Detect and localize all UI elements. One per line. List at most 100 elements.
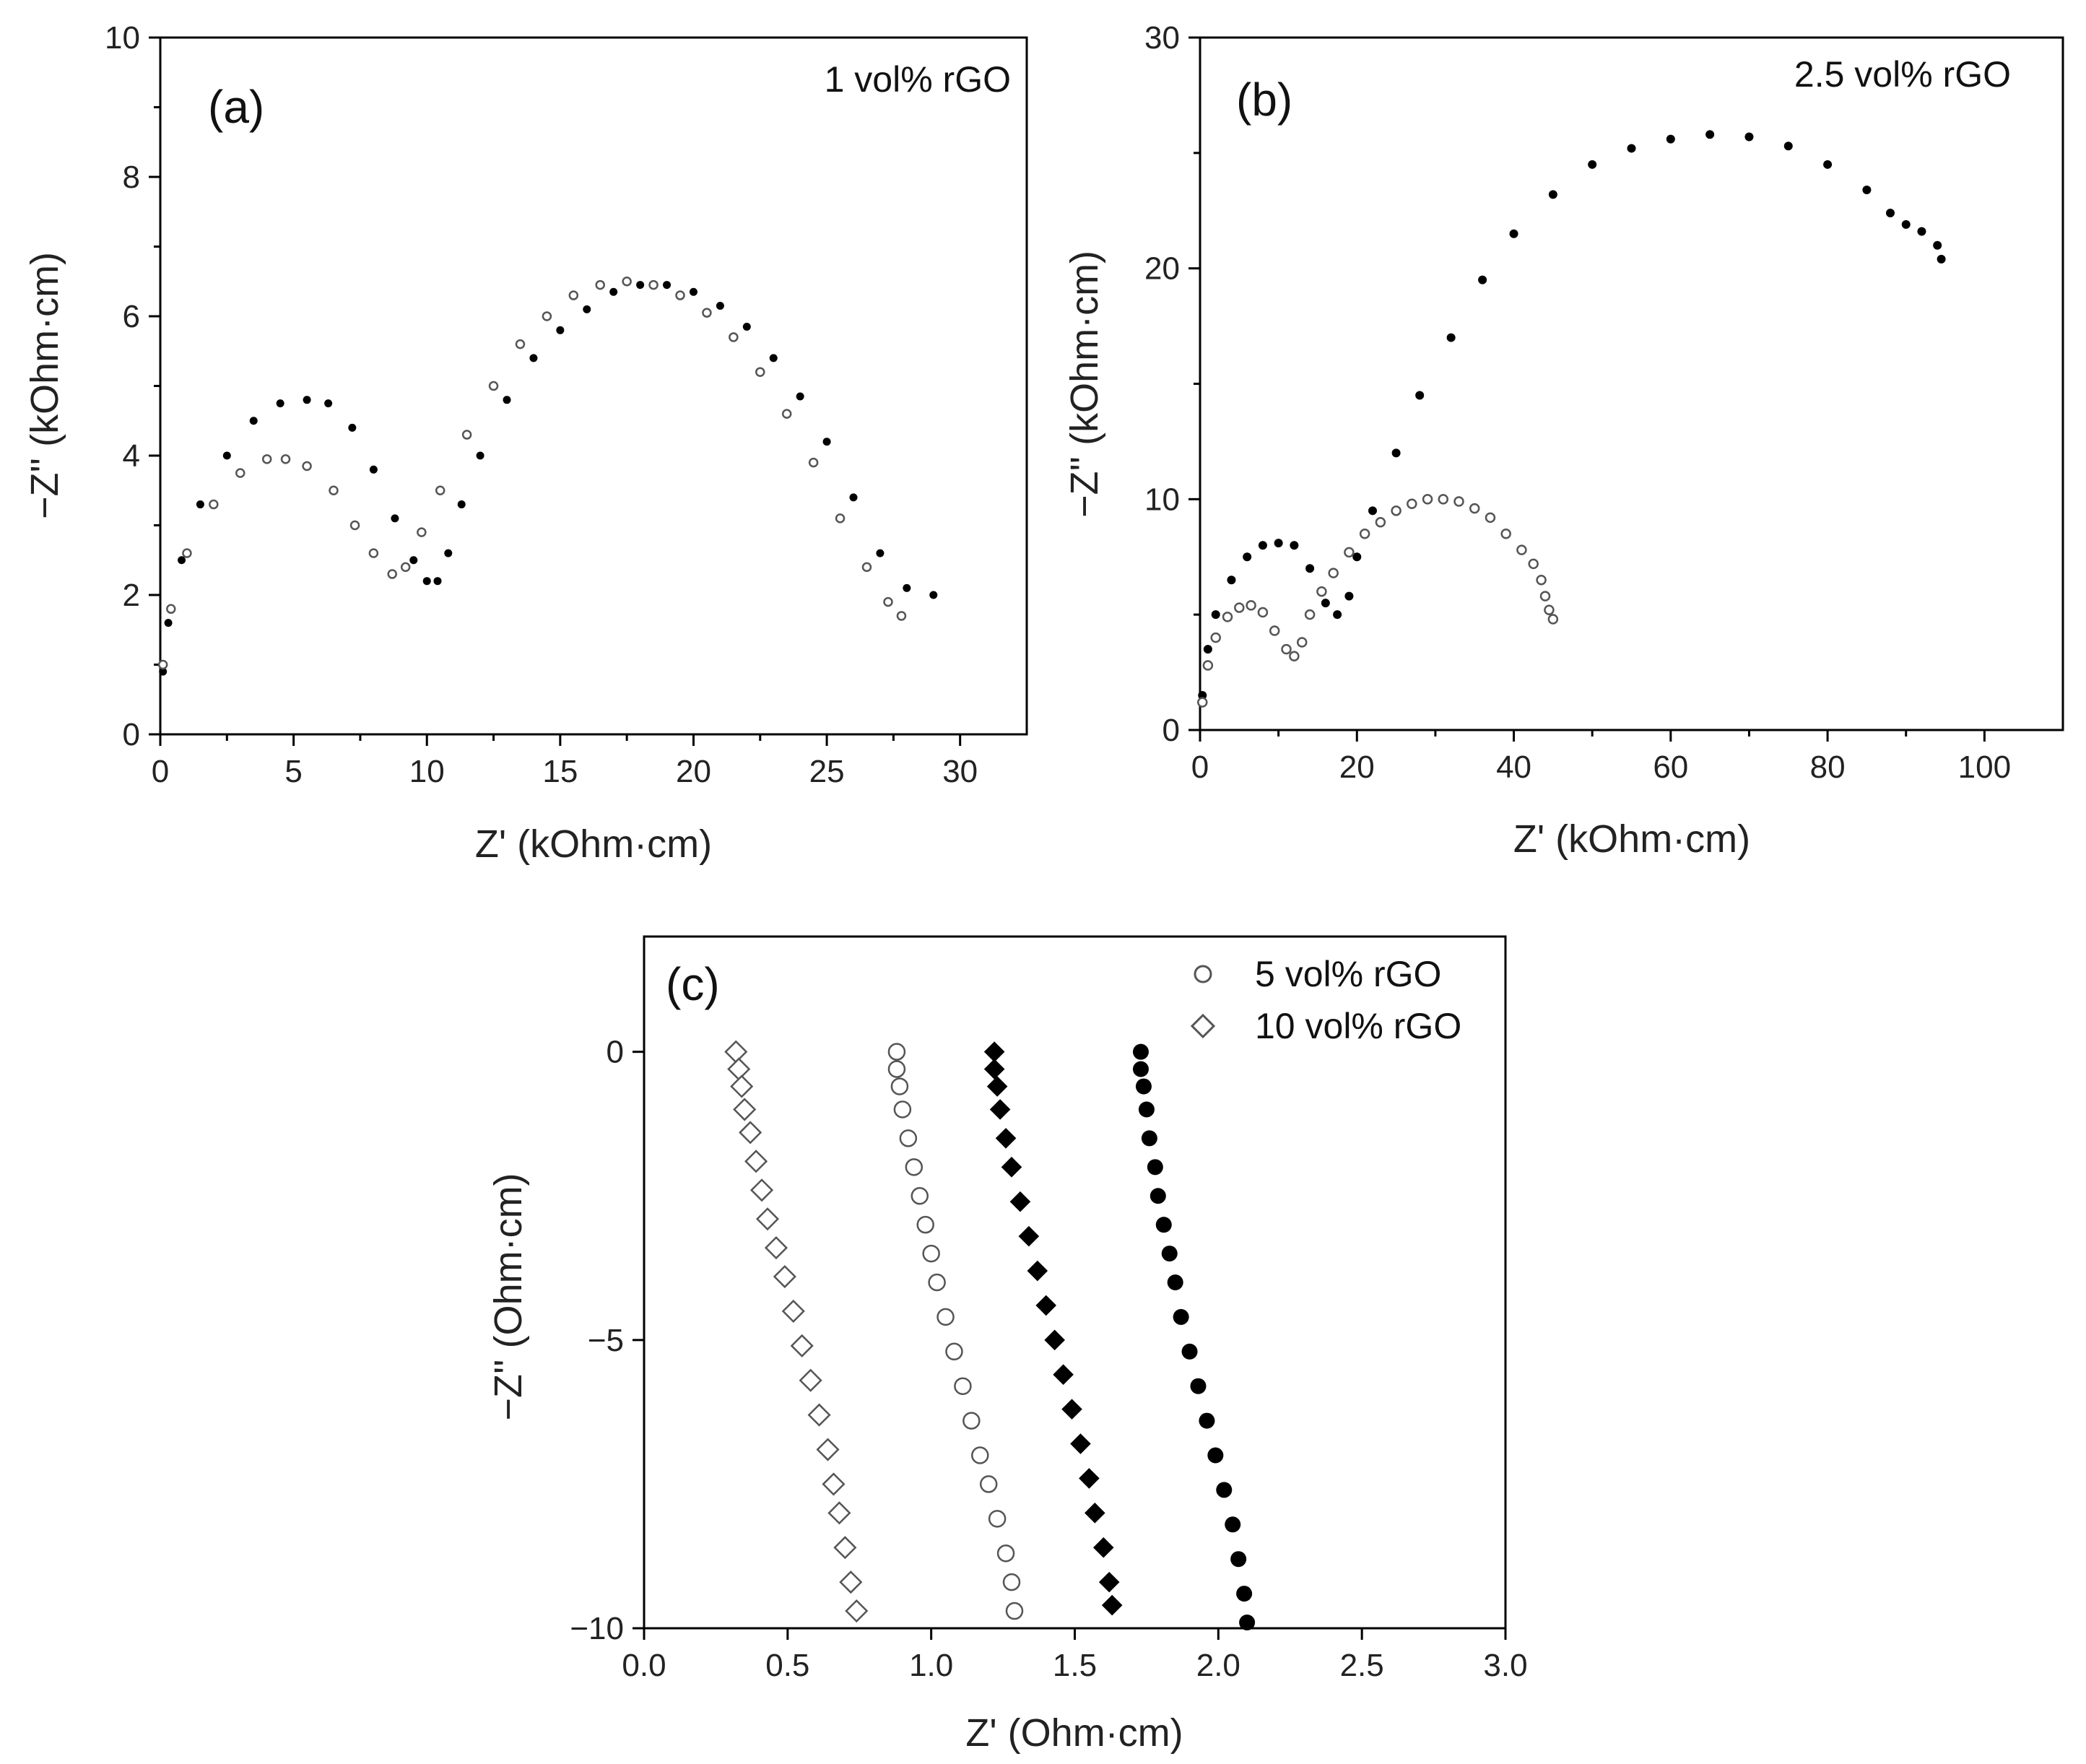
data-point-filled-circle <box>1823 160 1833 169</box>
x-tick-label: 40 <box>1496 750 1531 785</box>
y-tick-label: −5 <box>588 1323 624 1358</box>
panel-b: 0 20 40 60 80 100 0 10 20 30 (b) 2.5 vol% rGO Z'… <box>1063 20 2064 861</box>
data-point-open-diamond <box>790 1334 814 1357</box>
data-point-filled-diamond <box>1079 1468 1100 1489</box>
data-point-filled-circle <box>444 549 453 557</box>
data-point-filled-circle <box>1132 1061 1149 1077</box>
data-point-filled-circle <box>1147 1159 1163 1176</box>
data-point-open-diamond <box>733 1098 757 1121</box>
data-point-filled-circle <box>1352 552 1362 562</box>
y-tick-label: 20 <box>1144 251 1180 287</box>
data-point-open-circle <box>595 279 605 290</box>
data-point-filled-circle <box>1509 229 1518 238</box>
data-point-filled-circle <box>159 667 168 676</box>
data-point-open-circle <box>962 1412 981 1430</box>
data-point-open-circle <box>182 548 192 558</box>
data-point-open-diamond <box>773 1264 796 1289</box>
data-point-filled-circle <box>1236 1586 1253 1602</box>
data-point-filled-circle <box>903 583 911 592</box>
panel-c-data-points <box>724 1040 1256 1631</box>
data-point-filled-circle <box>1344 591 1354 601</box>
data-point-open-circle <box>1257 607 1269 618</box>
data-point-filled-circle <box>1274 539 1283 548</box>
panel-b-y-axis-label: −Z'' (kOhm·cm) <box>1063 251 1106 518</box>
data-point-filled-circle <box>1321 599 1330 608</box>
panel-b-x-ticks: 0 20 40 60 80 100 <box>1191 730 2011 785</box>
panel-c-y-ticks: 0 −5 −10 <box>570 1035 644 1646</box>
data-point-open-circle <box>1344 547 1355 558</box>
data-point-filled-circle <box>1886 208 1895 217</box>
data-point-open-circle <box>488 381 499 391</box>
data-point-filled-circle <box>369 465 378 474</box>
data-point-filled-circle <box>1917 227 1926 236</box>
data-point-filled-circle <box>1627 144 1636 153</box>
panel-b-y-ticks: 0 10 20 30 <box>1144 20 1200 748</box>
data-point-filled-diamond <box>1001 1157 1022 1178</box>
data-point-filled-circle <box>689 287 697 296</box>
panel-a-y-ticks: 0 2 4 6 8 10 <box>105 20 160 752</box>
legend-label-10vol: 10 vol% rGO <box>1255 1006 1461 1046</box>
data-point-open-circle <box>280 454 291 464</box>
data-point-open-circle <box>1222 612 1233 622</box>
data-point-open-circle <box>1539 591 1551 601</box>
y-tick-label: −10 <box>570 1611 624 1646</box>
y-tick-label: 10 <box>105 20 140 56</box>
panel-a-x-ticks: 0 5 10 15 20 25 30 <box>152 734 978 789</box>
data-point-open-circle <box>1453 496 1464 507</box>
data-point-filled-circle <box>1167 1274 1183 1290</box>
data-point-open-circle <box>1422 494 1433 505</box>
x-tick-label: 80 <box>1810 750 1846 785</box>
data-point-open-circle <box>928 1273 946 1292</box>
data-point-open-circle <box>1407 498 1417 509</box>
x-tick-label: 0.5 <box>765 1648 809 1683</box>
data-point-filled-circle <box>391 514 399 523</box>
data-point-open-circle <box>435 485 446 495</box>
data-point-filled-circle <box>433 577 442 586</box>
data-point-filled-circle <box>636 281 645 290</box>
data-point-open-circle <box>1304 609 1316 620</box>
panel-a-tag: (a) <box>208 81 264 133</box>
data-point-filled-diamond <box>1070 1433 1091 1454</box>
data-point-open-circle <box>808 457 819 468</box>
data-point-filled-diamond <box>1092 1537 1114 1558</box>
data-point-open-circle <box>1316 586 1327 597</box>
panel-c-x-ticks: 0.0 0.5 1.0 1.5 2.0 2.5 3.0 <box>622 1628 1528 1683</box>
data-point-open-circle <box>887 1043 906 1061</box>
x-tick-label: 3.0 <box>1483 1648 1527 1683</box>
y-tick-label: 0 <box>607 1035 624 1070</box>
data-point-open-circle <box>368 548 379 558</box>
data-point-filled-circle <box>1548 190 1557 199</box>
data-point-filled-diamond <box>1027 1260 1048 1282</box>
data-point-filled-diamond <box>1085 1503 1105 1524</box>
data-point-filled-circle <box>1239 1615 1256 1631</box>
x-tick-label: 0 <box>1191 750 1209 785</box>
data-point-open-circle <box>1002 1573 1021 1591</box>
data-point-filled-circle <box>1135 1078 1152 1095</box>
data-point-filled-circle <box>663 281 672 290</box>
data-point-filled-circle <box>222 451 231 460</box>
data-point-open-circle <box>329 485 339 495</box>
data-point-open-circle <box>387 569 397 579</box>
x-tick-label: 20 <box>1339 750 1375 785</box>
data-point-filled-circle <box>1225 1516 1241 1533</box>
x-tick-label: 30 <box>942 754 978 789</box>
data-point-open-circle <box>861 562 872 573</box>
data-point-open-circle <box>945 1342 963 1361</box>
data-point-filled-circle <box>1937 254 1946 264</box>
data-point-filled-circle <box>249 417 258 425</box>
data-point-filled-circle <box>1132 1043 1149 1060</box>
data-point-open-circle <box>622 277 632 287</box>
data-point-open-circle <box>835 513 846 523</box>
data-point-open-circle <box>911 1187 929 1205</box>
data-point-filled-diamond <box>1018 1225 1040 1247</box>
data-point-open-circle <box>1328 568 1339 578</box>
data-point-filled-circle <box>1243 552 1252 562</box>
data-point-open-circle <box>1281 643 1292 655</box>
data-point-filled-circle <box>1588 160 1597 169</box>
data-point-filled-circle <box>1211 610 1220 620</box>
data-point-open-diamond <box>799 1368 822 1392</box>
data-point-filled-circle <box>276 399 284 408</box>
x-tick-label: 0 <box>152 754 169 789</box>
panel-a-annotation: 1 vol% rGO <box>825 59 1011 100</box>
panel-a-x-axis-label: Z' (kOhm·cm) <box>475 822 712 866</box>
